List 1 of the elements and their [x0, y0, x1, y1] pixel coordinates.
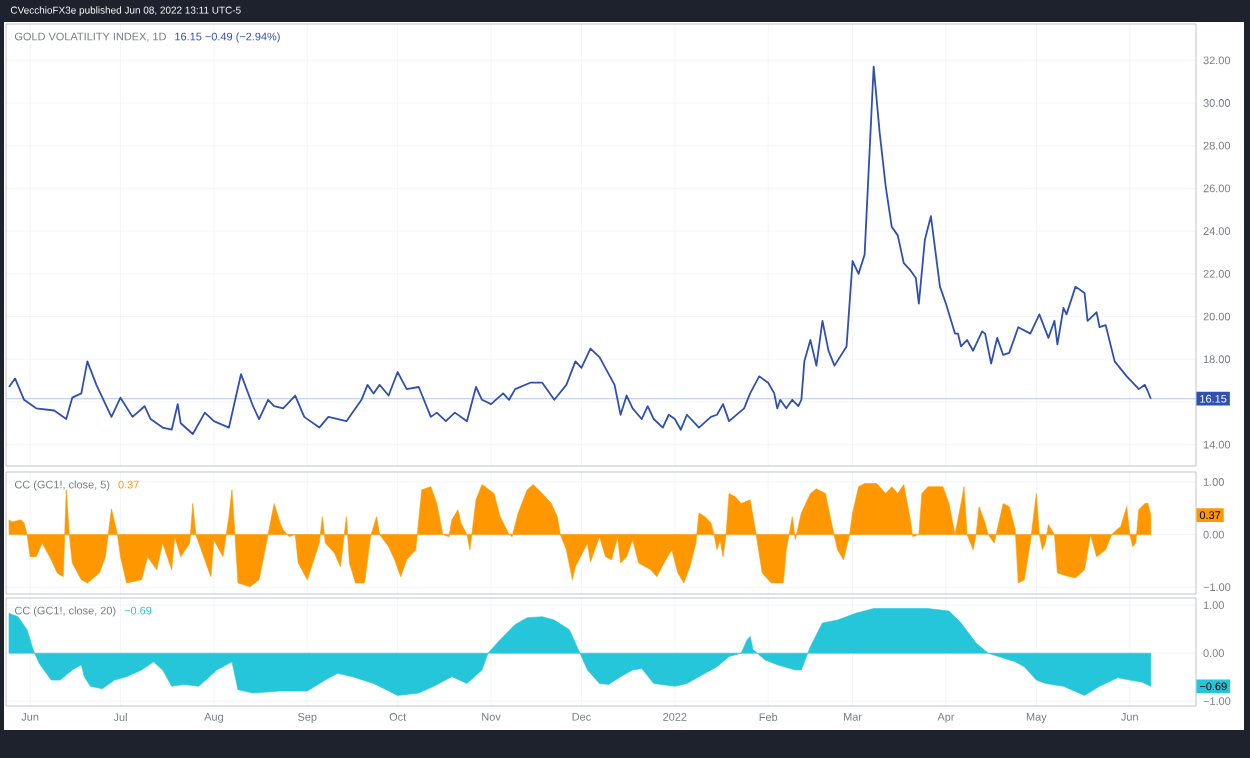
line-series — [8, 65, 1152, 435]
